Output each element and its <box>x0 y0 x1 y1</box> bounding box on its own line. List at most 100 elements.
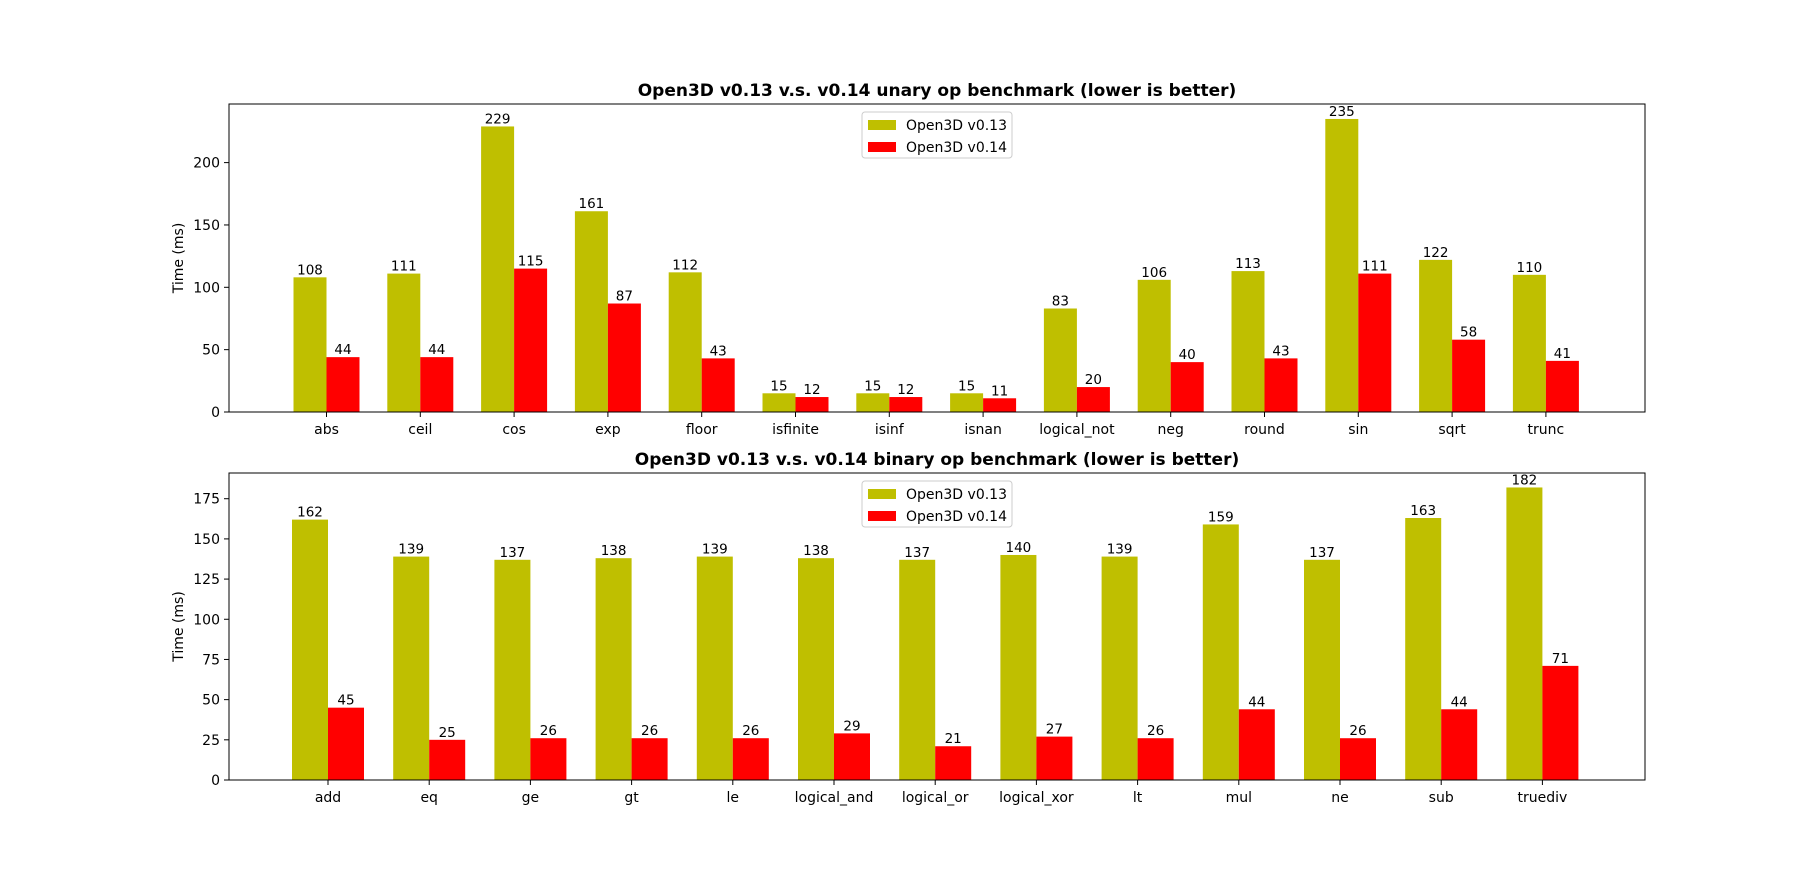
axes-frame <box>228 103 1646 413</box>
data-label-v013-add: 162 <box>297 505 323 521</box>
bar-v014-abs <box>326 357 360 412</box>
chart-title: Open3D v0.13 v.s. v0.14 binary op benchm… <box>635 450 1239 470</box>
y-axis-label: Time (ms) <box>171 223 187 295</box>
data-label-v014-abs: 44 <box>334 342 351 358</box>
y-tick-label: 50 <box>202 693 220 709</box>
x-tick-label-neg: neg <box>1158 422 1184 438</box>
data-label-v014-sin: 111 <box>1362 259 1388 275</box>
data-label-v013-le: 139 <box>702 542 728 558</box>
legend: Open3D v0.13 Open3D v0.14 <box>861 480 1013 528</box>
x-tick-label-trunc: trunc <box>1528 422 1565 438</box>
bar-v014-eq <box>429 739 466 780</box>
x-tick-label-lt: lt <box>1133 790 1143 806</box>
data-label-v014-ge: 26 <box>540 723 557 739</box>
bar-v013-isnan <box>950 393 984 412</box>
data-label-v014-lt: 26 <box>1147 723 1164 739</box>
data-label-v013-cos: 229 <box>485 111 511 127</box>
data-label-v014-logical_not: 20 <box>1085 372 1102 388</box>
data-label-v014-ne: 26 <box>1349 723 1366 739</box>
x-tick-label-eq: eq <box>420 790 438 806</box>
bar-v013-cos <box>481 126 515 412</box>
bar-v013-sub <box>1405 518 1442 780</box>
bar-v014-ne <box>1340 738 1376 780</box>
data-label-v013-ne: 137 <box>1309 545 1335 561</box>
x-tick-label-truediv: truediv <box>1518 790 1568 806</box>
data-label-v013-logical_and: 138 <box>803 543 829 559</box>
y-tick-label: 25 <box>202 733 220 749</box>
axes-frame <box>228 472 1646 781</box>
y-tick-label: 75 <box>202 652 220 668</box>
x-tick-label-logical_and: logical_and <box>795 790 874 806</box>
data-label-v013-isinf: 15 <box>864 378 881 394</box>
data-label-v014-sub: 44 <box>1451 694 1468 710</box>
data-label-v013-trunc: 110 <box>1517 260 1543 276</box>
legend-swatch-v013 <box>868 120 896 130</box>
data-label-v014-round: 43 <box>1272 343 1289 359</box>
bar-v014-isinf <box>889 397 923 412</box>
data-label-v013-lt: 139 <box>1107 542 1133 558</box>
x-tick-label-round: round <box>1244 422 1285 438</box>
bar-v013-logical_xor <box>1000 554 1037 780</box>
legend-label-v013: Open3D v0.13 <box>906 487 1007 503</box>
data-label-v013-ge: 137 <box>500 545 526 561</box>
bar-v013-eq <box>393 556 430 780</box>
bar-v014-mul <box>1238 709 1275 780</box>
x-tick-label-sin: sin <box>1348 422 1368 438</box>
bar-v014-logical_xor <box>1036 736 1073 780</box>
bar-v014-ceil <box>420 357 454 412</box>
data-label-v014-truediv: 71 <box>1552 651 1569 667</box>
bar-v013-isfinite <box>762 393 796 412</box>
data-label-v013-exp: 161 <box>579 196 605 212</box>
data-label-v014-add: 45 <box>337 693 354 709</box>
data-label-v013-sqrt: 122 <box>1423 245 1449 261</box>
x-tick-label-isnan: isnan <box>964 422 1002 438</box>
x-tick-label-logical_xor: logical_xor <box>999 790 1074 806</box>
bar-v013-logical_or <box>899 559 936 780</box>
bar-v013-logical_not <box>1043 308 1077 412</box>
x-tick-label-sqrt: sqrt <box>1438 422 1466 438</box>
bar-v013-gt <box>595 558 632 780</box>
data-label-v014-isinf: 12 <box>897 382 914 398</box>
data-label-v013-truediv: 182 <box>1512 472 1538 488</box>
bar-v013-abs <box>293 277 327 412</box>
y-tick-label: 50 <box>202 343 220 359</box>
x-tick-label-floor: floor <box>686 422 718 438</box>
y-tick-label: 150 <box>193 218 220 234</box>
data-label-v014-gt: 26 <box>641 723 658 739</box>
bar-v014-cos <box>514 268 548 412</box>
bar-v013-le <box>696 556 733 780</box>
x-tick-label-isinf: isinf <box>875 422 905 438</box>
bar-v014-add <box>328 707 364 780</box>
data-label-v014-logical_or: 21 <box>945 731 962 747</box>
bar-v013-trunc <box>1512 274 1546 412</box>
data-label-v013-sin: 235 <box>1329 104 1355 120</box>
bar-v013-neg <box>1137 279 1171 412</box>
bar-v014-le <box>732 738 769 780</box>
bar-v013-lt <box>1101 556 1138 780</box>
data-label-v014-sqrt: 58 <box>1460 325 1477 341</box>
x-tick-label-ceil: ceil <box>408 422 432 438</box>
bar-v014-logical_not <box>1076 387 1110 412</box>
data-label-v013-isnan: 15 <box>958 378 975 394</box>
data-label-v014-exp: 87 <box>616 289 633 305</box>
x-tick-label-ge: ge <box>522 790 540 806</box>
x-tick-label-exp: exp <box>595 422 621 438</box>
legend-swatch-v013 <box>868 489 896 499</box>
data-label-v014-trunc: 41 <box>1554 346 1571 362</box>
bar-v014-gt <box>631 738 668 780</box>
data-label-v014-isnan: 11 <box>991 383 1008 399</box>
bar-v014-floor <box>701 358 735 412</box>
x-tick-label-ne: ne <box>1331 790 1349 806</box>
x-tick-label-cos: cos <box>502 422 526 438</box>
x-tick-label-add: add <box>315 790 341 806</box>
x-tick-label-sub: sub <box>1429 790 1454 806</box>
bar-v014-ge <box>530 738 567 780</box>
x-tick-label-logical_not: logical_not <box>1039 422 1115 438</box>
data-label-v013-ceil: 111 <box>391 259 417 275</box>
bar-v014-trunc <box>1545 360 1579 412</box>
bar-v014-isfinite <box>795 397 829 412</box>
legend-box <box>861 111 1013 159</box>
bar-v013-ne <box>1304 559 1340 780</box>
data-label-v013-gt: 138 <box>601 543 627 559</box>
